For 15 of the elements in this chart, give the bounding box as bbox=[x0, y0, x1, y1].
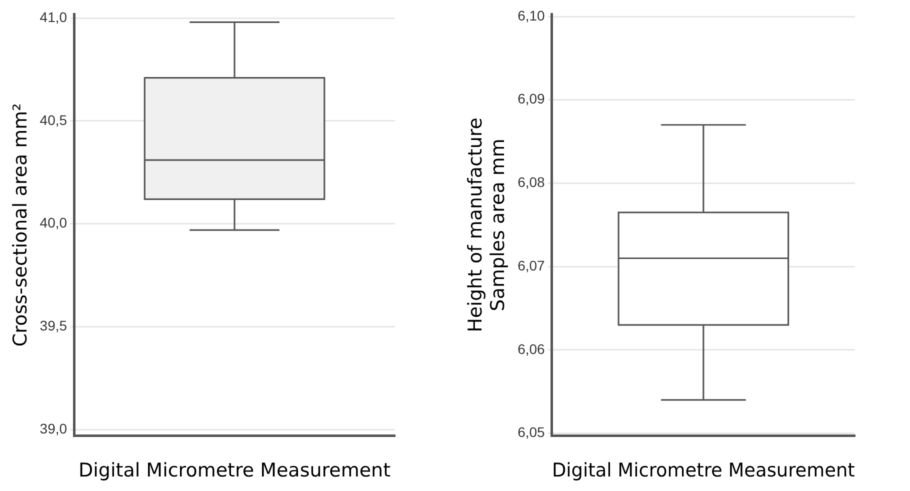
y-axis-title: Height of manufacture Samples area mm bbox=[464, 118, 510, 332]
y-tick-label: 39,5 bbox=[40, 318, 68, 334]
y-tick-label: 6,09 bbox=[518, 90, 546, 107]
y-tick-label: 39,0 bbox=[40, 420, 68, 436]
y-tick-label: 41,0 bbox=[40, 8, 68, 25]
y-tick-label: 6,07 bbox=[518, 257, 546, 274]
y-tick-label: 40,0 bbox=[40, 214, 68, 231]
y-tick-label: 6,05 bbox=[518, 424, 546, 440]
y-tick-label: 6,08 bbox=[518, 174, 546, 190]
y-tick-label: 6,10 bbox=[518, 7, 546, 24]
y-axis-title: Cross-sectional area mm² bbox=[9, 103, 32, 347]
x-axis-title: Digital Micrometre Measurement bbox=[552, 460, 855, 482]
y-tick-label: 6,06 bbox=[518, 340, 546, 357]
x-axis-title: Digital Micrometre Measurement bbox=[78, 460, 391, 482]
y-tick-label: 40,5 bbox=[40, 112, 68, 128]
